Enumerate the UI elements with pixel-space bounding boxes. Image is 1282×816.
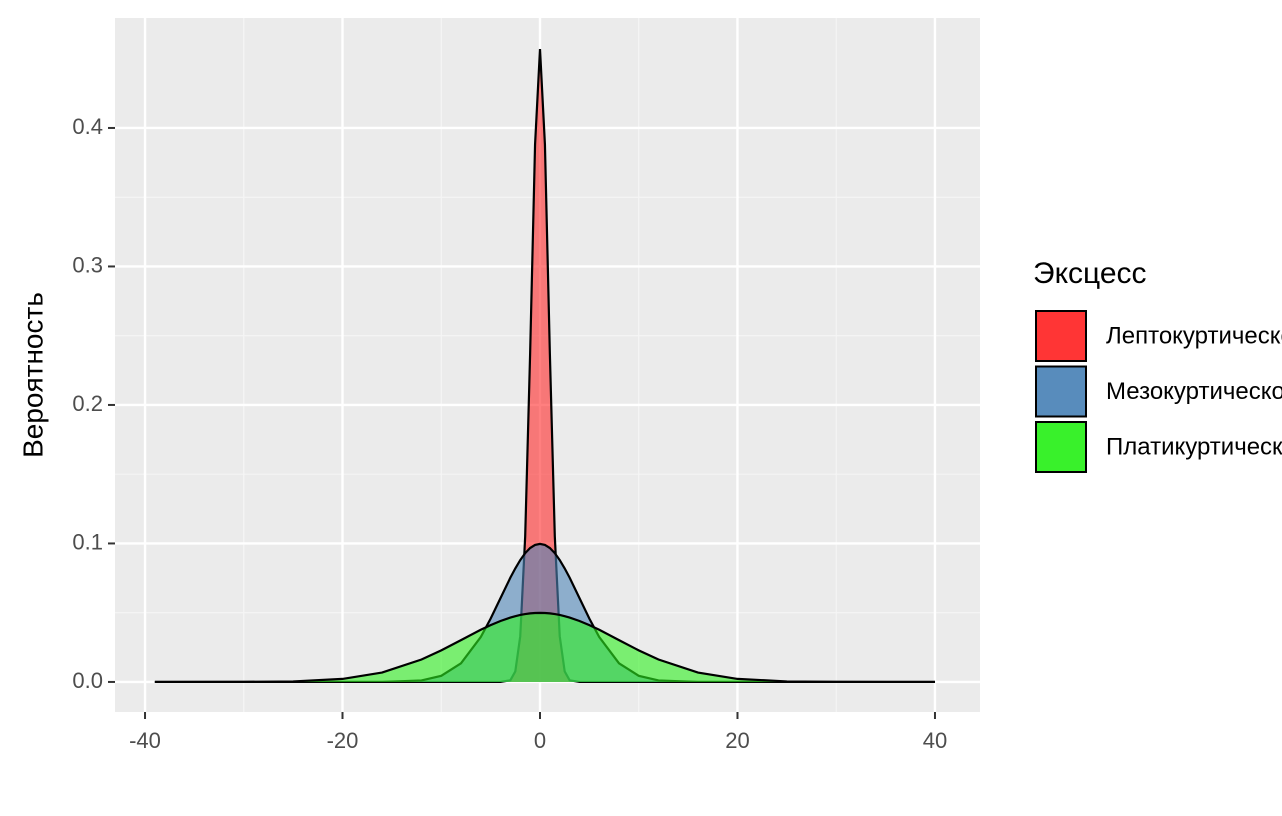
x-tick-label: -40 bbox=[129, 728, 161, 753]
density-line bbox=[154, 611, 935, 684]
legend-label: Платикуртическое bbox=[1106, 433, 1282, 460]
density-area bbox=[154, 612, 935, 682]
y-tick-label: 0.2 bbox=[72, 391, 103, 416]
legend-key bbox=[1035, 310, 1087, 362]
density-area bbox=[154, 49, 935, 682]
x-tick-label: -20 bbox=[327, 728, 359, 753]
legend-key bbox=[1035, 421, 1087, 473]
x-tick-label: 40 bbox=[923, 728, 947, 753]
legend-label: Лептокуртическое bbox=[1106, 322, 1282, 349]
y-tick-label: 0.3 bbox=[72, 252, 103, 277]
density-line bbox=[154, 48, 935, 684]
x-tick-label: 20 bbox=[725, 728, 749, 753]
y-axis-title: Вероятность bbox=[17, 292, 48, 458]
y-tick-label: 0.1 bbox=[72, 529, 103, 554]
legend-key bbox=[1035, 365, 1087, 418]
legend-label: Мезокуртическое bbox=[1106, 378, 1282, 405]
legend-title: Эксцесс bbox=[1033, 257, 1147, 290]
x-tick-label: 0 bbox=[534, 728, 546, 753]
y-tick-label: 0.4 bbox=[72, 114, 103, 139]
y-tick-label: 0.0 bbox=[72, 668, 103, 693]
